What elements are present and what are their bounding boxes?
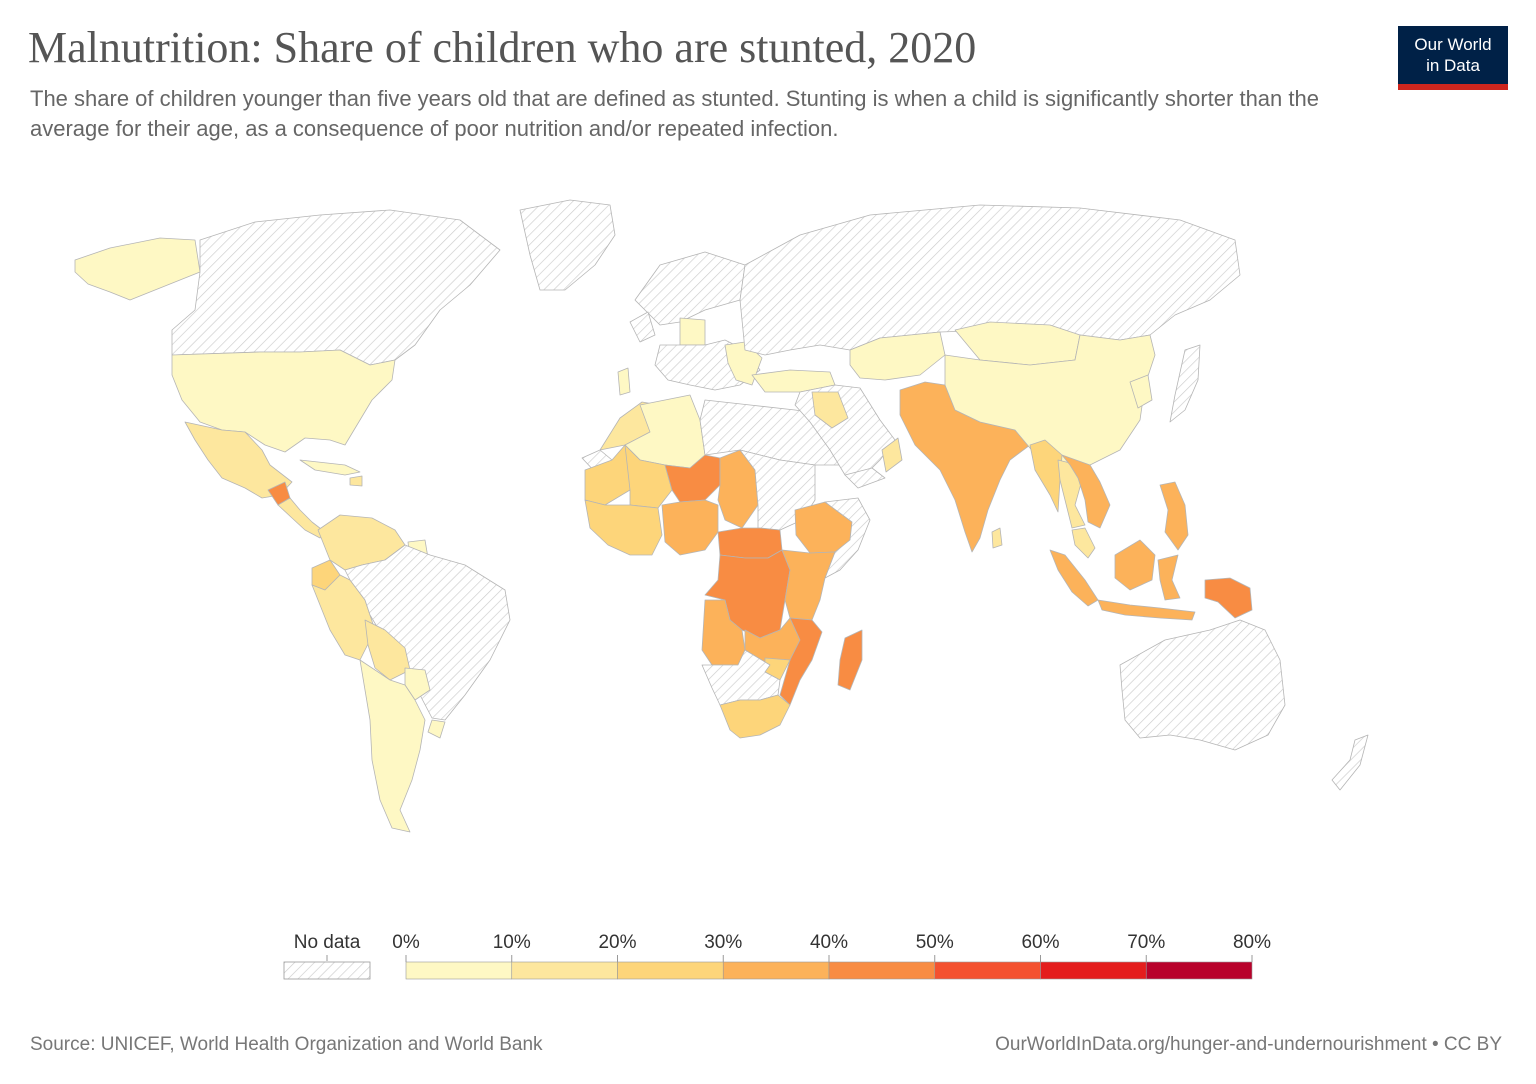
chart-subtitle: The share of children younger than five … — [30, 86, 1319, 141]
map-region-sumatra[interactable] — [1049, 549, 1099, 607]
map-region-uruguay[interactable] — [427, 719, 446, 739]
map-region-haiti[interactable] — [349, 475, 363, 487]
legend-tick-label-8: 80% — [1233, 932, 1271, 953]
legend-tick-label-3: 30% — [704, 932, 742, 953]
map-region-namibia-botswana[interactable] — [701, 649, 781, 706]
map-region-central-america[interactable] — [277, 497, 326, 539]
source-note: Source: UNICEF, World Health Organizatio… — [30, 1034, 543, 1055]
map-region-nigeria[interactable] — [661, 499, 719, 556]
map-region-central-asia[interactable] — [849, 331, 946, 381]
map-region-new-zealand[interactable] — [1331, 734, 1369, 791]
map-region-myanmar[interactable] — [1029, 439, 1063, 513]
map-region-car[interactable] — [717, 527, 783, 559]
map-region-japan[interactable] — [1169, 344, 1201, 423]
map-region-papua[interactable] — [1204, 577, 1253, 619]
map-region-horn[interactable] — [824, 497, 871, 579]
map-region-south-africa[interactable] — [719, 694, 791, 739]
map-region-australia[interactable] — [1119, 619, 1286, 751]
legend-no-data-swatch — [283, 961, 371, 980]
map-region-philippines[interactable] — [1159, 481, 1189, 551]
map-region-germany[interactable] — [679, 317, 706, 346]
map-region-portugal[interactable] — [617, 367, 631, 396]
legend-swatch-6 — [1040, 961, 1147, 980]
legend-tick-label-7: 70% — [1127, 932, 1165, 953]
map-region-brazil[interactable] — [344, 544, 511, 721]
map-region-canada[interactable] — [171, 209, 501, 366]
map-region-oman[interactable] — [881, 437, 903, 473]
logo-line-1: Our World — [1414, 35, 1492, 54]
map-region-iraq[interactable] — [811, 391, 849, 429]
map-region-mali[interactable] — [624, 444, 673, 509]
legend-swatch-7 — [1145, 961, 1253, 980]
chart-title: Malnutrition: Share of children who are … — [28, 23, 977, 72]
map-region-caribbean[interactable] — [299, 459, 361, 476]
legend-swatch-1 — [511, 961, 618, 980]
map-region-west-africa[interactable] — [584, 499, 663, 556]
legend-swatch-2 — [617, 961, 724, 980]
legend-tick-label-5: 50% — [916, 932, 954, 953]
map-region-indochina[interactable] — [1061, 454, 1111, 529]
logo-line-2: in Data — [1426, 56, 1480, 75]
legend-swatch-5 — [934, 961, 1041, 980]
map-region-sulawesi[interactable] — [1157, 554, 1181, 601]
map-region-china[interactable] — [944, 334, 1156, 466]
legend-swatch-3 — [722, 961, 830, 980]
map-region-east-africa[interactable] — [781, 549, 836, 621]
map-region-sri-lanka[interactable] — [991, 527, 1003, 549]
map-region-paraguay[interactable] — [404, 667, 431, 701]
map-region-alaska[interactable] — [74, 237, 201, 301]
legend-tick-label-1: 10% — [493, 932, 531, 953]
map-region-korea[interactable] — [1129, 374, 1153, 409]
map-region-mongolia[interactable] — [954, 321, 1081, 366]
owid-logo[interactable]: Our World in Data — [1398, 26, 1508, 90]
legend-tick-label-6: 60% — [1021, 932, 1059, 953]
legend-tick-label-2: 20% — [598, 932, 636, 953]
map-region-malaysia[interactable] — [1071, 527, 1096, 559]
map-region-yemen[interactable] — [844, 467, 886, 489]
world-map — [74, 199, 1369, 833]
legend-swatch-0 — [405, 961, 513, 980]
map-region-mozambique[interactable] — [779, 617, 823, 706]
map-region-bolivia[interactable] — [364, 619, 411, 681]
legend-no-data-label: No data — [294, 932, 361, 953]
map-region-usa[interactable] — [171, 349, 396, 453]
map-region-greenland[interactable] — [519, 199, 616, 291]
color-legend: No data 0% 10% 20% 30% 40% 50% 60% 70% 80% — [283, 932, 1271, 980]
source-url-link[interactable]: OurWorldInData.org/hunger-and-undernouri… — [995, 1034, 1502, 1055]
map-region-northern-europe[interactable] — [634, 251, 746, 326]
map-region-java[interactable] — [1097, 599, 1196, 621]
legend-swatch-4 — [828, 961, 936, 980]
legend-tick-label-0: 0% — [392, 932, 420, 953]
map-region-borneo[interactable] — [1114, 539, 1156, 591]
map-region-uk[interactable] — [629, 311, 656, 343]
legend-tick-label-4: 40% — [810, 932, 848, 953]
map-region-madagascar[interactable] — [837, 629, 863, 691]
map-region-southern-cone[interactable] — [359, 659, 426, 833]
